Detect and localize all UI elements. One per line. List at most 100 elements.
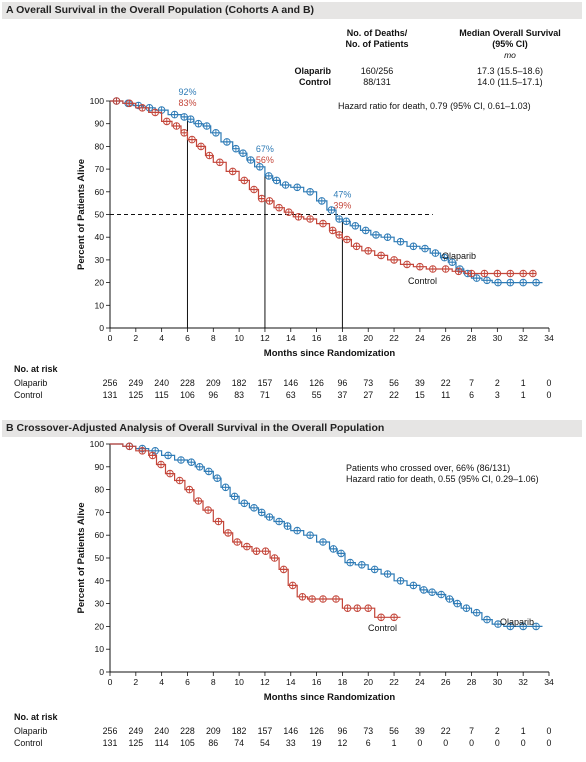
x-tick-label-34: 34: [544, 333, 554, 343]
x-tick-label-34: 34: [544, 677, 554, 687]
at-risk-control-30: 3: [495, 390, 500, 400]
x-tick-label-22: 22: [389, 333, 399, 343]
at-risk-olaparib-16: 126: [309, 378, 324, 388]
olaparib-curve-label: Olaparib: [500, 617, 534, 627]
at-risk-olaparib-0: 256: [103, 726, 118, 736]
control-censor-14: [243, 542, 251, 551]
at-risk-control-24: 15: [415, 390, 425, 400]
summary-row-median-olaparib: 17.3 (15.5–18.6): [477, 66, 543, 76]
olaparib-censor-39: [506, 622, 515, 631]
x-tick-label-16: 16: [312, 677, 322, 687]
at-risk-control-28: 6: [469, 390, 474, 400]
at-risk-control-30: 0: [495, 738, 500, 748]
at-risk-control-0: 131: [103, 390, 118, 400]
at-risk-olaparib-0: 256: [103, 378, 118, 388]
x-tick-label-20: 20: [363, 333, 373, 343]
at-risk-control-18: 12: [338, 738, 348, 748]
at-risk-olaparib-10: 182: [232, 726, 247, 736]
summary-col2-line1: Median Overall Survival: [459, 28, 561, 38]
y-tick-label-0: 0: [99, 667, 104, 677]
at-risk-olaparib-22: 56: [389, 378, 399, 388]
at-risk-olaparib-18: 96: [338, 378, 348, 388]
y-tick-label-0: 0: [99, 323, 104, 333]
at-risk-olaparib-6: 228: [180, 378, 195, 388]
panel-a-header: A Overall Survival in the Overall Popula…: [2, 2, 582, 19]
x-tick-label-10: 10: [234, 333, 244, 343]
x-tick-label-30: 30: [493, 333, 503, 343]
olaparib-curve-label: Olaparib: [442, 251, 476, 261]
x-tick-label-26: 26: [441, 333, 451, 343]
control-curve: [110, 100, 537, 275]
at-risk-olaparib-18: 96: [338, 726, 348, 736]
landmark-control-6: 83%: [178, 98, 196, 108]
y-tick-label-60: 60: [94, 187, 104, 197]
at-risk-title: No. at risk: [14, 364, 59, 374]
landmark-control-18: 39%: [333, 200, 351, 210]
y-tick-label-70: 70: [94, 164, 104, 174]
at-risk-control-22: 1: [392, 738, 397, 748]
at-risk-label-olaparib: Olaparib: [14, 726, 47, 736]
panel-b-annotation-1: Hazard ratio for death, 0.55 (95% CI, 0.…: [346, 474, 539, 484]
at-risk-olaparib-4: 240: [154, 726, 169, 736]
at-risk-olaparib-12: 157: [258, 378, 273, 388]
at-risk-control-16: 19: [312, 738, 322, 748]
at-risk-olaparib-30: 2: [495, 726, 500, 736]
x-tick-label-2: 2: [133, 333, 138, 343]
at-risk-label-olaparib: Olaparib: [14, 378, 47, 388]
at-risk-olaparib-22: 56: [389, 726, 399, 736]
y-tick-label-70: 70: [94, 507, 104, 517]
x-tick-label-4: 4: [159, 333, 164, 343]
at-risk-olaparib-10: 182: [232, 378, 247, 388]
at-risk-olaparib-26: 22: [441, 378, 451, 388]
y-tick-label-80: 80: [94, 141, 104, 151]
x-axis-title: Months since Randomization: [264, 348, 396, 359]
summary-row-deaths-olaparib: 160/256: [361, 66, 394, 76]
y-tick-label-10: 10: [94, 644, 104, 654]
x-tick-label-24: 24: [415, 677, 425, 687]
x-tick-label-18: 18: [338, 677, 348, 687]
at-risk-label-control: Control: [14, 390, 42, 400]
at-risk-olaparib-8: 209: [206, 378, 221, 388]
y-tick-label-90: 90: [94, 119, 104, 129]
at-risk-olaparib-34: 0: [547, 726, 552, 736]
at-risk-control-16: 55: [312, 390, 322, 400]
y-axis-title: Percent of Patients Alive: [76, 502, 87, 613]
at-risk-control-12: 54: [260, 738, 270, 748]
olaparib-censor-24: [346, 558, 355, 567]
x-tick-label-22: 22: [389, 677, 399, 687]
at-risk-control-28: 0: [469, 738, 474, 748]
at-risk-control-8: 86: [208, 738, 218, 748]
x-tick-label-8: 8: [211, 333, 216, 343]
at-risk-olaparib-28: 7: [469, 726, 474, 736]
y-tick-label-30: 30: [94, 255, 104, 265]
y-tick-label-100: 100: [90, 96, 105, 106]
at-risk-olaparib-2: 249: [128, 726, 143, 736]
at-risk-olaparib-2: 249: [128, 378, 143, 388]
y-tick-label-40: 40: [94, 576, 104, 586]
landmark-olaparib-12: 67%: [256, 144, 274, 154]
at-risk-olaparib-26: 22: [441, 726, 451, 736]
x-tick-label-24: 24: [415, 333, 425, 343]
olaparib-censor-37: [483, 615, 491, 624]
hazard-ratio-annotation: Hazard ratio for death, 0.79 (95% CI, 0.…: [338, 101, 531, 111]
olaparib-censor-34: [453, 599, 462, 608]
at-risk-olaparib-20: 73: [363, 726, 373, 736]
panel-a: A Overall Survival in the Overall Popula…: [2, 2, 582, 400]
summary-col2-line2: (95% CI): [492, 39, 528, 49]
x-tick-label-18: 18: [338, 333, 348, 343]
at-risk-control-4: 114: [155, 738, 169, 748]
x-axis-title: Months since Randomization: [264, 692, 396, 703]
landmark-control-12: 56%: [256, 155, 274, 165]
y-tick-label-10: 10: [94, 300, 104, 310]
at-risk-title: No. at risk: [14, 712, 59, 722]
summary-col1-line1: No. of Deaths/: [347, 28, 408, 38]
control-censor-18: [279, 565, 288, 574]
at-risk-control-26: 0: [443, 738, 448, 748]
summary-col1-line2: No. of Patients: [345, 39, 408, 49]
at-risk-control-26: 11: [441, 390, 450, 400]
x-tick-label-10: 10: [234, 677, 244, 687]
at-risk-control-6: 105: [180, 738, 195, 748]
x-tick-label-4: 4: [159, 677, 164, 687]
at-risk-olaparib-16: 126: [309, 726, 324, 736]
